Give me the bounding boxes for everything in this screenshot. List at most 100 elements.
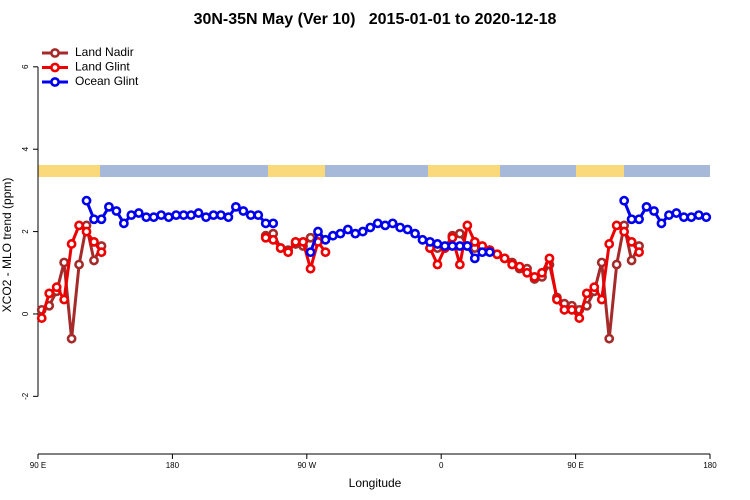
data-point xyxy=(619,195,630,206)
data-point xyxy=(133,208,144,218)
data-point xyxy=(216,210,226,221)
data-point xyxy=(96,214,107,225)
data-point xyxy=(641,201,652,212)
data-point xyxy=(89,214,99,225)
legend-label: Land Glint xyxy=(75,60,130,74)
data-point xyxy=(59,294,70,305)
legend-label: Ocean Glint xyxy=(75,74,139,88)
x-axis-label: Longitude xyxy=(349,476,402,490)
data-point xyxy=(335,228,346,239)
y-tick-label: 6 xyxy=(21,64,30,69)
data-point xyxy=(313,226,323,237)
data-point xyxy=(581,288,592,299)
data-point xyxy=(693,210,704,221)
data-point xyxy=(81,226,92,237)
data-point xyxy=(678,212,689,223)
data-point xyxy=(440,241,450,251)
data-point xyxy=(410,228,420,239)
data-point xyxy=(492,249,503,260)
y-tick-label: 4 xyxy=(21,146,30,151)
land-mask xyxy=(268,165,325,177)
data-point xyxy=(432,239,443,249)
data-point xyxy=(387,218,398,229)
data-point xyxy=(499,253,510,264)
data-point xyxy=(484,247,495,258)
data-point xyxy=(454,241,465,251)
data-point xyxy=(522,267,532,278)
data-point xyxy=(171,210,182,221)
data-point xyxy=(604,239,615,249)
data-point xyxy=(477,247,488,258)
land-mask xyxy=(38,165,100,177)
data-point xyxy=(514,261,525,272)
data-point xyxy=(626,255,637,266)
data-point xyxy=(402,224,413,235)
x-tick-label: 0 xyxy=(439,461,444,470)
data-point xyxy=(432,259,443,270)
data-point xyxy=(395,222,406,233)
data-point xyxy=(111,206,122,216)
data-point xyxy=(36,313,47,323)
data-point xyxy=(671,208,682,218)
data-point xyxy=(365,222,376,233)
data-point xyxy=(253,210,264,221)
data-point xyxy=(268,234,279,245)
data-point xyxy=(268,218,279,229)
data-point xyxy=(238,206,249,216)
data-point xyxy=(126,210,137,221)
data-point xyxy=(305,263,316,274)
y-tick-label: 0 xyxy=(21,311,30,316)
data-point xyxy=(44,288,55,299)
data-point xyxy=(156,210,167,221)
data-point xyxy=(462,241,473,251)
data-point xyxy=(574,313,585,323)
data-point xyxy=(372,218,383,229)
legend-label: Land Nadir xyxy=(75,45,134,59)
data-point xyxy=(163,212,174,223)
data-point xyxy=(619,226,630,237)
data-point xyxy=(566,304,577,315)
data-point xyxy=(230,201,241,212)
data-point xyxy=(305,247,316,258)
data-point xyxy=(626,214,637,225)
data-point xyxy=(417,234,428,245)
data-point xyxy=(66,239,77,249)
data-point xyxy=(89,255,99,266)
data-point xyxy=(380,220,391,231)
data-point xyxy=(208,210,219,221)
data-point xyxy=(178,210,189,221)
chart-title: 30N-35N May (Ver 10) 2015-01-01 to 2020-… xyxy=(194,11,557,28)
data-point xyxy=(664,210,674,221)
series-line xyxy=(40,220,641,322)
legend-marker xyxy=(50,77,60,87)
data-point xyxy=(649,206,659,216)
data-point xyxy=(328,230,338,241)
data-point xyxy=(626,236,637,247)
data-point xyxy=(223,212,234,223)
data-point xyxy=(454,259,465,270)
x-tick-label: 180 xyxy=(166,461,180,470)
data-point xyxy=(74,220,84,231)
legend-marker xyxy=(50,48,60,58)
x-tick-label: 90 E xyxy=(567,461,583,470)
data-point xyxy=(454,228,465,239)
data-point xyxy=(245,210,256,221)
data-point xyxy=(634,214,644,225)
x-tick-label: 90 W xyxy=(297,461,316,470)
data-point xyxy=(596,294,607,305)
data-point xyxy=(89,236,99,247)
data-point xyxy=(357,226,368,237)
data-point xyxy=(283,247,294,258)
y-tick-label: -2 xyxy=(21,392,30,400)
land-mask xyxy=(576,165,624,177)
data-point xyxy=(342,224,353,235)
y-axis-label: XCO2 - MLO trend (ppm) xyxy=(0,178,14,313)
data-point xyxy=(141,212,152,223)
data-point xyxy=(469,236,480,247)
data-point xyxy=(74,259,84,270)
data-point xyxy=(320,247,331,258)
data-point xyxy=(559,304,570,315)
data-point xyxy=(104,201,114,212)
data-point xyxy=(589,282,600,293)
